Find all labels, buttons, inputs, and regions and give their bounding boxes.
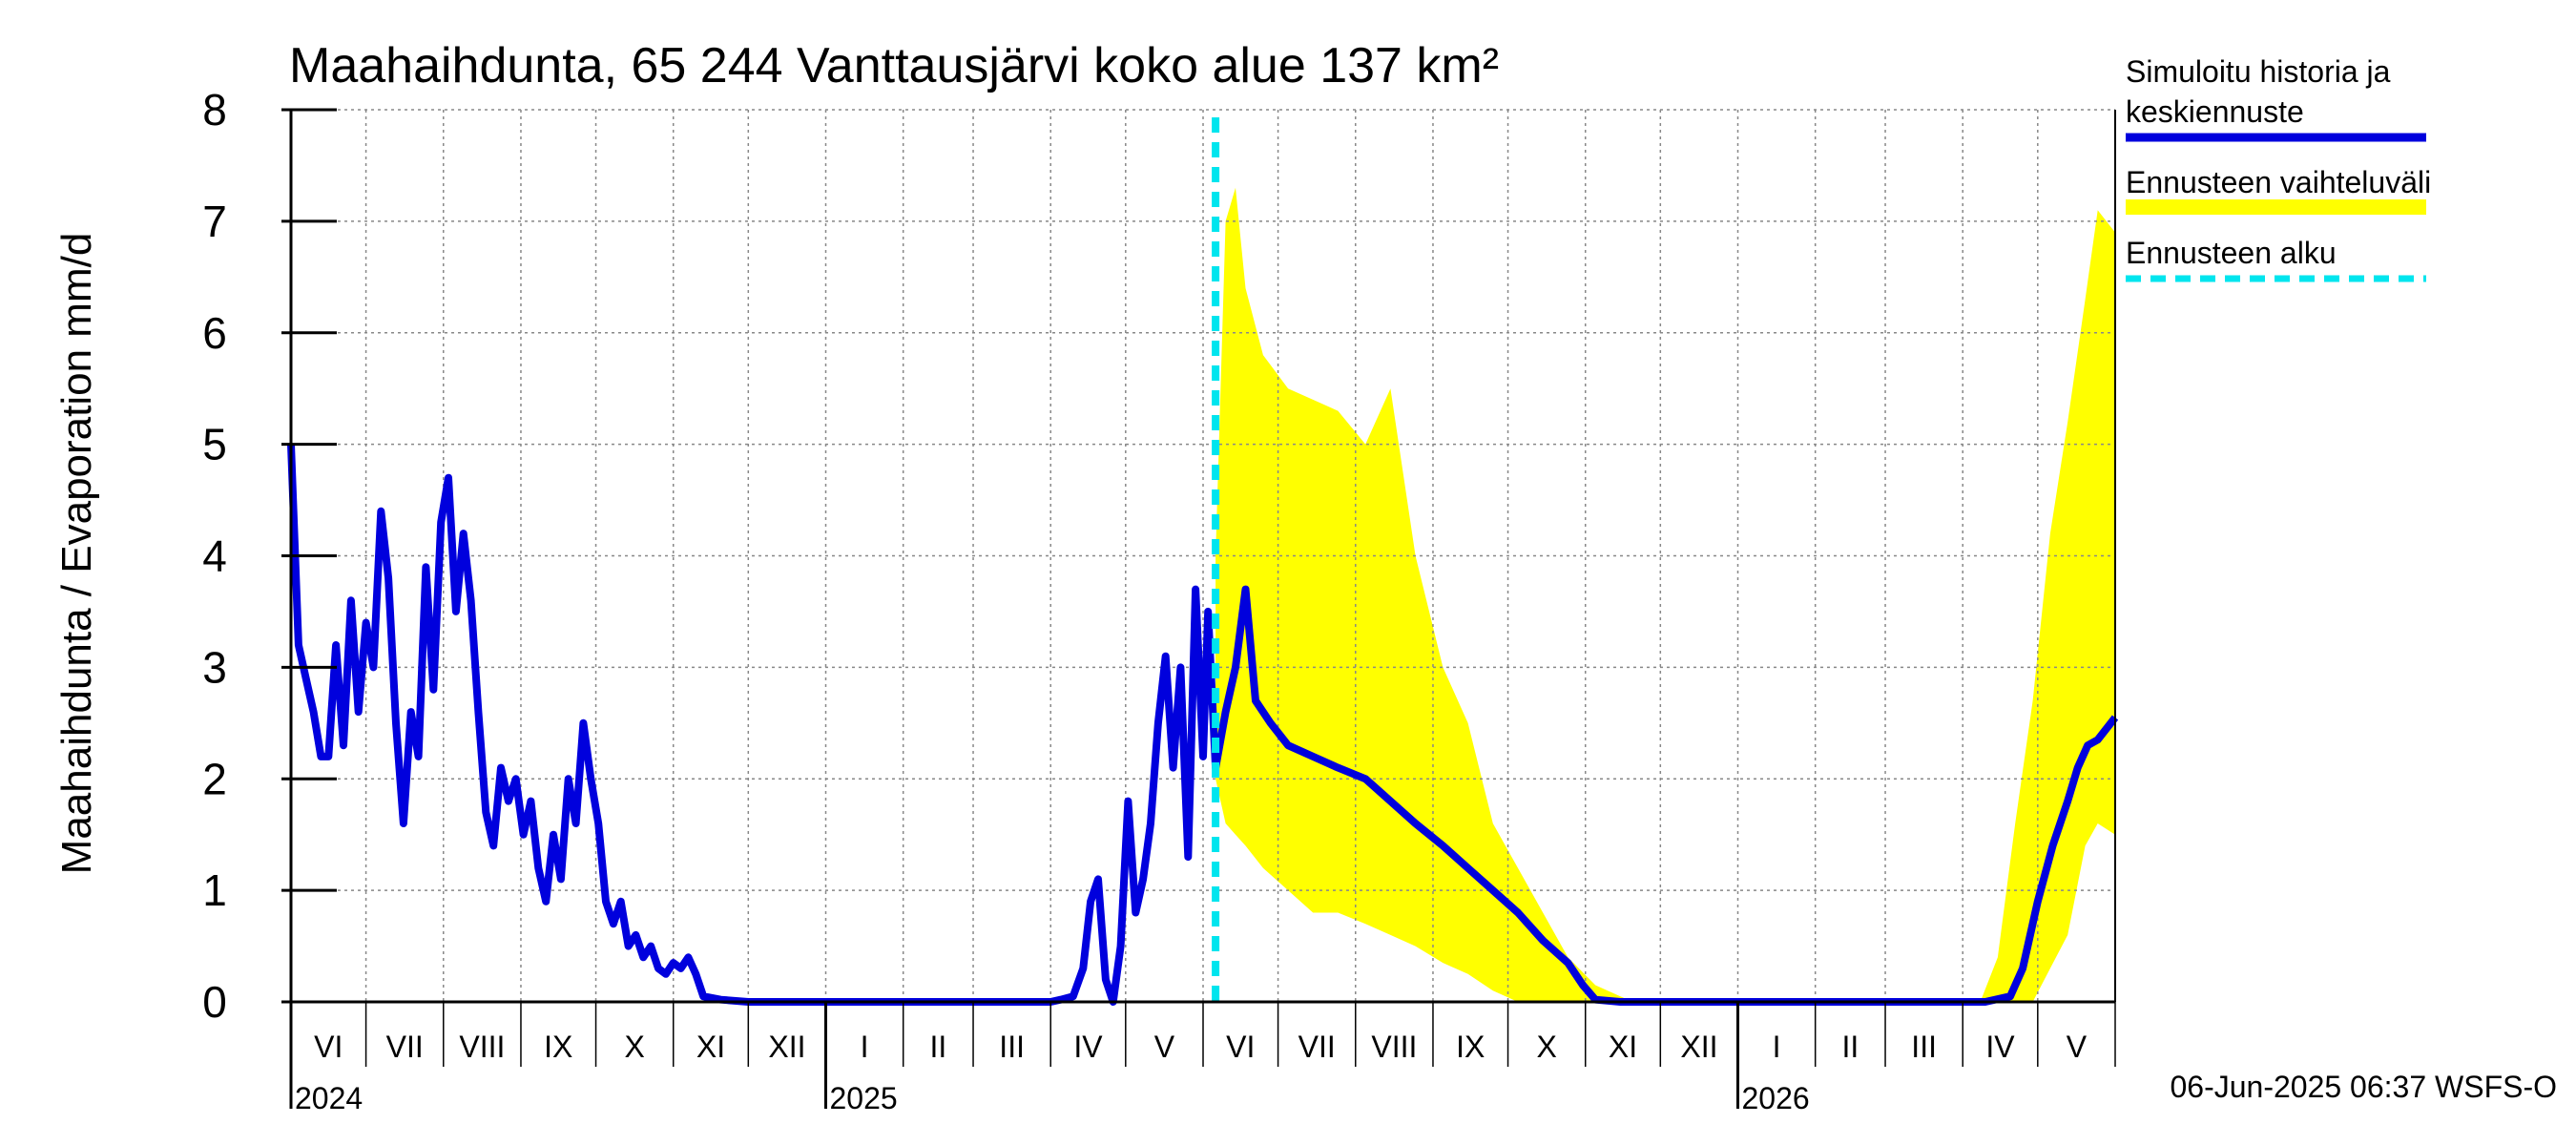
- month-label: XI: [1609, 1030, 1637, 1064]
- month-label: X: [1536, 1030, 1556, 1064]
- month-label: VI: [314, 1030, 343, 1064]
- legend-sim-label-line1: Simuloitu historia ja: [2126, 54, 2391, 89]
- month-label: VII: [1298, 1030, 1336, 1064]
- month-label: II: [1841, 1030, 1859, 1064]
- month-label: V: [1154, 1030, 1175, 1064]
- legend-forecast-start-label: Ennusteen alku: [2126, 236, 2337, 270]
- month-label: XII: [1680, 1030, 1717, 1064]
- y-tick-label: 2: [202, 754, 227, 803]
- month-label: VI: [1226, 1030, 1255, 1064]
- y-tick-label: 0: [202, 977, 227, 1027]
- month-label: V: [2067, 1030, 2088, 1064]
- forecast-band-area: [1215, 187, 2115, 1003]
- month-label: VIII: [459, 1030, 505, 1064]
- month-label: IX: [1456, 1030, 1485, 1064]
- y-tick-label: 6: [202, 308, 227, 358]
- chart-title: Maahaihdunta, 65 244 Vanttausjärvi koko …: [289, 38, 1499, 94]
- year-label: 2025: [830, 1081, 898, 1115]
- month-label: XII: [768, 1030, 805, 1064]
- legend: Simuloitu historia ja keskiennuste Ennus…: [2126, 54, 2431, 282]
- y-tick-label: 5: [202, 420, 227, 469]
- footer-timestamp: 06-Jun-2025 06:37 WSFS-O: [2170, 1070, 2557, 1104]
- legend-sim-label-line2: keskiennuste: [2126, 94, 2304, 129]
- month-label: VII: [386, 1030, 424, 1064]
- year-label: 2024: [295, 1081, 363, 1115]
- month-label: III: [1911, 1030, 1937, 1064]
- month-label: VIII: [1371, 1030, 1417, 1064]
- month-label: IX: [544, 1030, 572, 1064]
- grid: [291, 109, 2115, 1002]
- y-tick-label: 1: [202, 865, 227, 915]
- month-label: I: [861, 1030, 869, 1064]
- y-tick-label: 7: [202, 197, 227, 246]
- forecast-range-band: [1215, 187, 2115, 1003]
- month-label: XI: [696, 1030, 725, 1064]
- month-label: X: [624, 1030, 644, 1064]
- y-tick-label: 4: [202, 531, 227, 581]
- month-label: I: [1773, 1030, 1781, 1064]
- legend-range-label: Ennusteen vaihteluväli: [2126, 165, 2431, 199]
- month-label: IV: [1073, 1030, 1103, 1064]
- month-label: II: [929, 1030, 946, 1064]
- year-label: 2026: [1742, 1081, 1810, 1115]
- y-tick-label: 8: [202, 85, 227, 135]
- month-label: IV: [1985, 1030, 2015, 1064]
- y-axis-label: Maahaihdunta / Evaporation mm/d: [53, 233, 100, 875]
- y-tick-label: 3: [202, 642, 227, 692]
- month-label: III: [999, 1030, 1025, 1064]
